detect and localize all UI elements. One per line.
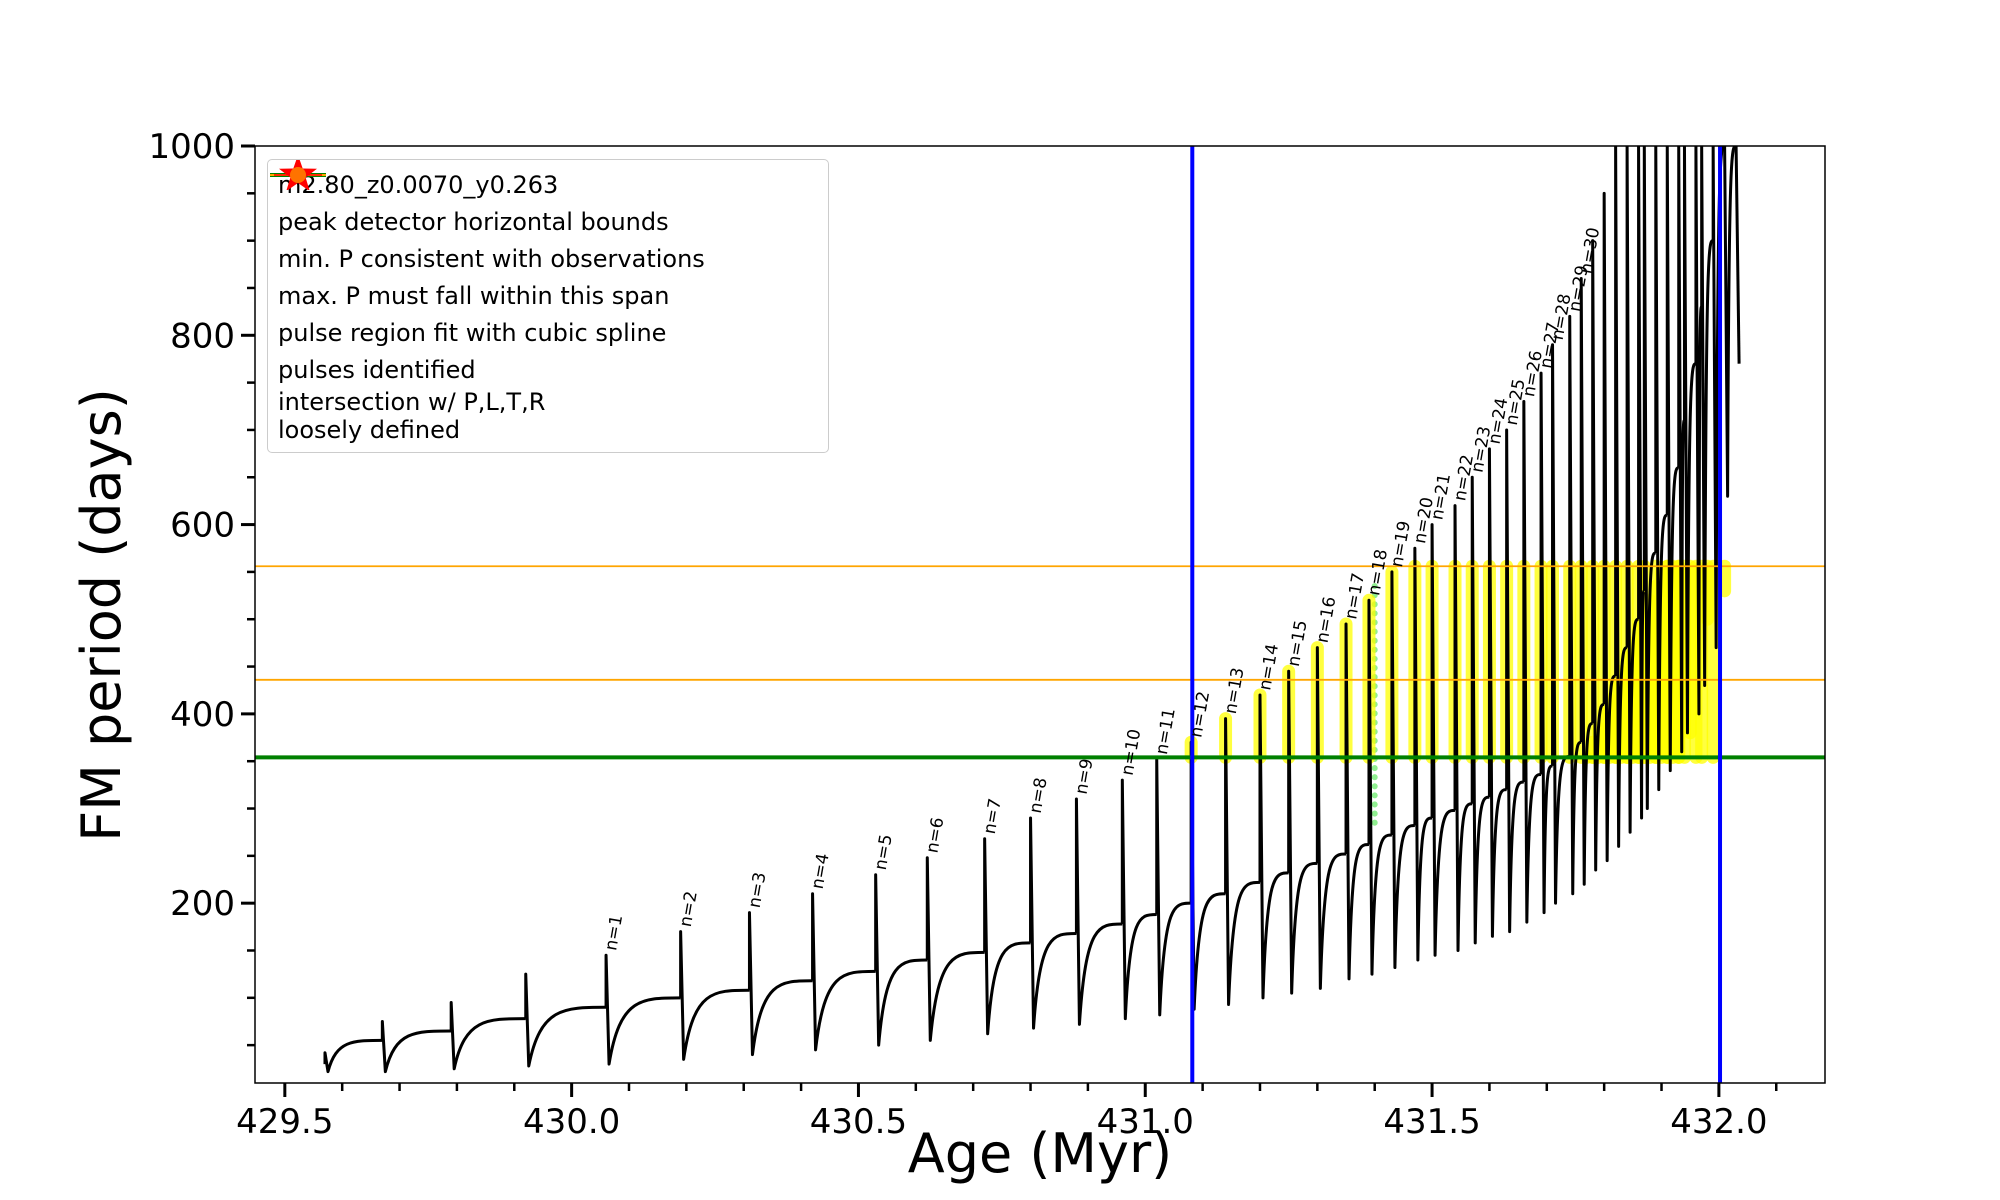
legend-key	[290, 167, 306, 183]
pulse-cycle	[1487, 447, 1507, 938]
x-tick-label: 431.5	[1383, 1102, 1480, 1142]
pulse-cycle	[524, 972, 607, 1068]
legend-entry: peak detector horizontal bounds	[270, 173, 818, 240]
pulse-cycle	[1694, 146, 1703, 716]
x-tick-label: 430.5	[810, 1102, 907, 1142]
x-tick-label: 430.0	[523, 1102, 620, 1142]
pulse-cycle	[1120, 778, 1157, 1021]
legend-label: max. P must fall within this span	[278, 281, 670, 310]
pulse-cycle	[1700, 146, 1714, 687]
x-tick-label: 429.5	[236, 1102, 333, 1142]
legend-label: pulses identified	[278, 355, 476, 384]
pulse-cycle	[1665, 146, 1679, 773]
pulse-label: n=3	[745, 871, 771, 910]
pulse-label: n=16	[1313, 595, 1341, 644]
pulse-cycle	[1430, 523, 1456, 957]
pulse-label: n=5	[871, 833, 897, 872]
y-tick-label: 400	[170, 695, 235, 735]
pulse-cycle	[1344, 622, 1369, 981]
pulse-label: n=7	[980, 797, 1006, 836]
pulse-cycle	[1723, 146, 1737, 498]
pulse-label: n=6	[923, 816, 949, 855]
pulse-cycle	[1470, 475, 1490, 945]
pulse-cycle	[1654, 146, 1668, 792]
pulse-cycle	[323, 1038, 383, 1074]
pulse-cycle	[1642, 146, 1656, 811]
pulse-cycle	[449, 1001, 526, 1071]
pulse-cycle	[1637, 146, 1646, 820]
pulse-cycle	[1413, 546, 1433, 962]
legend-key-mark	[290, 167, 306, 183]
y-tick-label: 200	[170, 884, 235, 924]
pulse-cycle	[1453, 504, 1473, 952]
pulse-cycle	[811, 892, 876, 1052]
pulse-cycle	[679, 930, 750, 1061]
pulse-cycle	[604, 953, 681, 1066]
pulse-cycle	[1614, 146, 1628, 848]
y-tick-label: 1000	[148, 127, 235, 167]
pulse-label: n=14	[1255, 642, 1283, 691]
pulse-cycle	[1677, 146, 1686, 754]
x-tick-label: 431.0	[1097, 1102, 1194, 1142]
pulse-label: n=1	[601, 913, 627, 952]
y-axis-label: FM period (days)	[70, 388, 133, 842]
pulse-cycle	[1568, 314, 1582, 896]
pulse-cycle	[1367, 598, 1392, 976]
pulse-cycle	[1390, 570, 1415, 970]
pulse-cycle	[747, 911, 813, 1057]
pulse-cycle	[1258, 693, 1289, 1000]
pulse-cycle	[1625, 146, 1639, 834]
pulse-cycle	[925, 856, 985, 1042]
pulse-label: n=11	[1152, 707, 1180, 756]
pulse-cycle	[1029, 816, 1077, 1030]
legend-entry: max. P must fall within this span	[270, 174, 818, 314]
pulse-cycle	[1315, 646, 1347, 990]
x-tick-label: 432.0	[1670, 1102, 1767, 1142]
legend-entry: intersection w/ P,L,T,R loosely defined	[278, 167, 818, 444]
legend-label: min. P consistent with observations	[278, 244, 705, 273]
pulse-cycle	[1579, 277, 1593, 886]
plot-area	[255, 146, 1825, 1083]
pulse-label: n=8	[1026, 776, 1052, 815]
axes-frame	[254, 145, 1826, 1084]
legend-label: intersection w/ P,L,T,R loosely defined	[278, 388, 546, 444]
pulse-label: n=9	[1072, 757, 1098, 796]
pulse-label: n=2	[676, 890, 702, 929]
pulse-cycle	[983, 837, 1031, 1036]
legend-entry: min. P consistent with observations	[270, 173, 818, 277]
pulse-cycle	[1189, 740, 1226, 1011]
pulse-label: n=4	[808, 852, 834, 891]
pulse-cycle	[1734, 146, 1741, 364]
pulse-cycle	[1602, 191, 1616, 863]
pulse-cycle	[380, 1019, 452, 1074]
y-tick-label: 600	[170, 506, 235, 546]
pulse-cycle	[1539, 371, 1553, 915]
legend-key	[274, 160, 322, 190]
pulse-cycle	[1505, 428, 1524, 934]
legend-label: pulse region fit with cubic spline	[278, 318, 667, 347]
pulse-cycle	[1155, 757, 1192, 1017]
x-axis-label: Age (Myr)	[908, 1122, 1173, 1185]
legend-entry: pulse region fit with cubic spline	[278, 171, 818, 351]
axes: 429.5 430.0 430.5 431.0 431.5 432.0 200 400 600 8…	[148, 127, 1778, 1142]
pulse-cycle	[1224, 717, 1260, 1006]
legend-label: peak detector horizontal bounds	[278, 207, 669, 236]
pulse-cycle	[874, 873, 928, 1047]
legend-entry: pulses identified	[274, 160, 818, 388]
pulse-cycle	[1522, 400, 1542, 924]
pulse-label: n=30	[1576, 226, 1604, 275]
pulse-cycle	[1591, 239, 1605, 872]
y-tick-label: 800	[170, 316, 235, 356]
legend-entry: m2.80_z0.0070_y0.263	[270, 166, 818, 203]
pulse-cycle	[1287, 669, 1318, 995]
pulse-label: n=10	[1118, 728, 1146, 777]
pulse-label: n=15	[1284, 619, 1312, 668]
pulse-cycle	[1074, 797, 1123, 1026]
legend-key-mark	[279, 160, 317, 190]
pulse-label: n=13	[1221, 666, 1249, 715]
